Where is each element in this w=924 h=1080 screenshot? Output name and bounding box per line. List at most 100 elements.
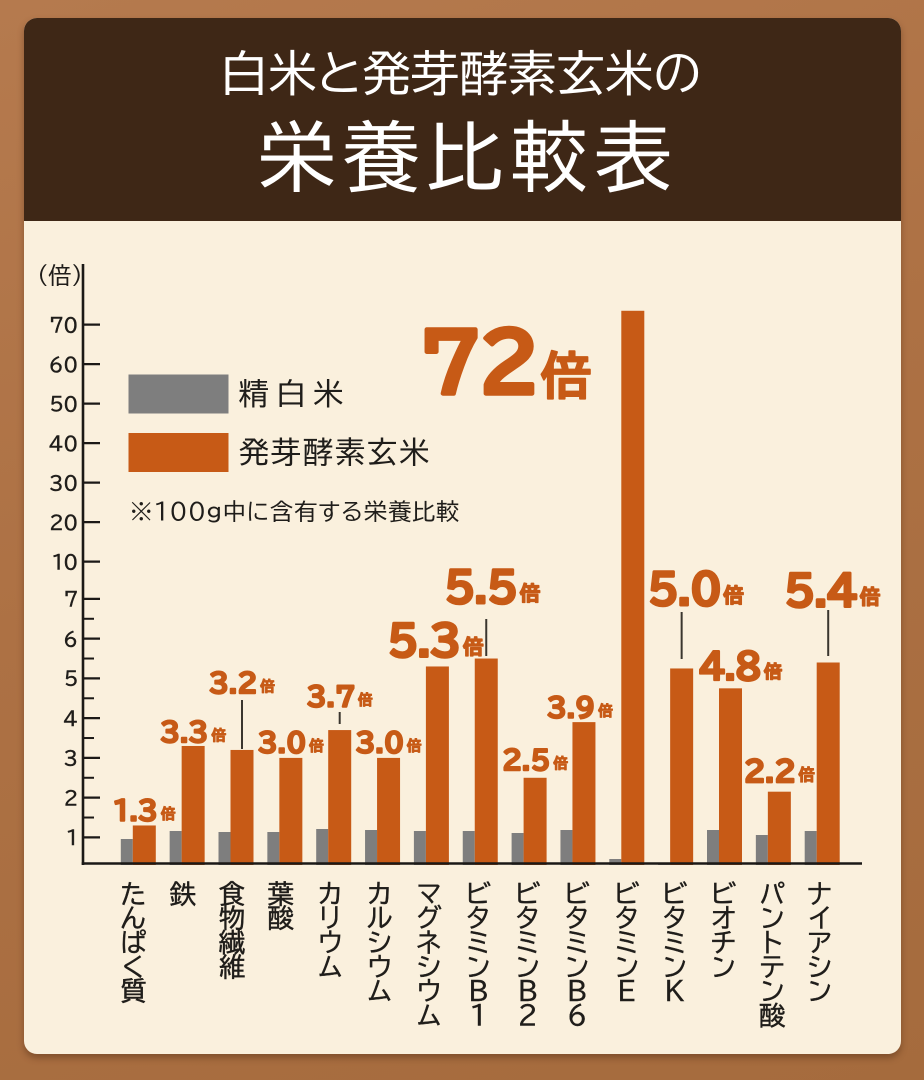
bar-white-rice xyxy=(609,859,622,865)
category-label-char: タ xyxy=(516,906,539,932)
legend-label-brown-rice: 発芽酵素玄米 xyxy=(239,436,431,467)
y-tick-label: 6 xyxy=(64,629,78,649)
category-label-char: ビ xyxy=(564,881,589,907)
category-label-char: 1 xyxy=(470,1003,486,1029)
legend-swatch-brown-rice xyxy=(128,433,229,472)
category-label-char: 鉄 xyxy=(170,880,196,907)
y-tick-label: 5 xyxy=(64,670,78,689)
bar-white-rice xyxy=(511,833,524,865)
category-label-char: ナ xyxy=(807,881,831,907)
bar-brown-rice xyxy=(230,749,254,865)
value-label: 5.5 倍 xyxy=(444,566,540,607)
y-tick-label: 30 xyxy=(49,474,78,493)
category-label-char: カ xyxy=(367,881,391,907)
panel-header xyxy=(24,18,901,221)
legend-label-white-rice: 精白米 xyxy=(239,379,350,409)
category-label: 鉄 xyxy=(169,880,196,907)
legend: 精白米 発芽酵素玄米 ※100g中に含有する栄養比較 xyxy=(128,374,460,523)
category-label-char: た xyxy=(121,881,146,907)
category-label-char: ミ xyxy=(467,930,490,956)
page-title-line1: 白米と発芽酵素玄米の xyxy=(220,49,702,97)
bar-brown-rice xyxy=(181,745,205,865)
category-label-char: ビ xyxy=(466,881,491,907)
category-label-char: グ xyxy=(416,905,442,932)
bar-brown-rice xyxy=(523,777,547,865)
category-label-char: ウ xyxy=(417,979,441,1005)
y-tick-label: 20 xyxy=(49,513,78,532)
category-label-char: ン xyxy=(712,954,736,980)
value-label: 1.3 倍 xyxy=(113,798,176,824)
legend-swatch-white-rice xyxy=(128,374,229,414)
category-label-char: ビ xyxy=(662,881,687,907)
bar-brown-rice xyxy=(816,662,840,865)
y-axis: 1 2 3 4 5 6 7 10 20 30 40 50 60 70 xyxy=(49,264,100,865)
bar-white-rice xyxy=(413,831,426,865)
category-label-char: ン xyxy=(466,954,490,980)
category-label-char: ミ xyxy=(663,930,686,956)
category-label-char: 6 xyxy=(567,1003,587,1029)
category-label-char: ミ xyxy=(615,930,638,956)
bar-brown-rice xyxy=(719,688,742,865)
y-tick-label: 3 xyxy=(64,749,78,768)
category-label-char: タ xyxy=(615,906,638,932)
y-tick-label: 60 xyxy=(49,354,78,374)
category-label-char: ウ xyxy=(368,954,392,980)
category-label-char: ン xyxy=(761,979,785,1005)
y-tick-label: 10 xyxy=(52,553,78,572)
y-tick-label: 7 xyxy=(64,590,78,609)
value-label: 3.7 倍 xyxy=(307,684,373,710)
category-label-char: ア xyxy=(808,930,831,956)
y-tick-label: 1 xyxy=(66,829,78,848)
value-label: 3.3 倍 xyxy=(160,720,226,746)
y-tick-label: 70 xyxy=(49,316,78,335)
y-tick-label: 40 xyxy=(49,434,78,453)
category-label-char: 質 xyxy=(120,978,146,1005)
category-label-char: 酸 xyxy=(268,905,295,932)
category-label-char: イ xyxy=(809,906,830,932)
category-label-char: 食 xyxy=(219,880,245,907)
category-label: 葉酸 xyxy=(268,880,295,932)
bar-white-rice xyxy=(707,830,719,865)
category-label-char: タ xyxy=(467,906,490,932)
category-label-char: 繊 xyxy=(219,929,245,956)
category-label-char: タ xyxy=(566,906,589,932)
category-label-char: ン xyxy=(516,954,540,980)
category-label-char: リ xyxy=(319,906,341,932)
bar-brown-rice xyxy=(767,791,791,865)
y-tick-label: 4 xyxy=(64,709,78,728)
value-label: 72倍 xyxy=(420,323,591,402)
category-label-char: シ xyxy=(808,954,831,980)
legend-note: ※100g中に含有する栄養比較 xyxy=(130,500,460,523)
category-label-char: ミ xyxy=(516,930,539,956)
category-label-char: シ xyxy=(368,930,391,956)
category-label-char: 維 xyxy=(219,953,245,980)
bar-white-rice xyxy=(755,835,768,865)
bar-brown-rice xyxy=(670,668,694,865)
category-label-char: ト xyxy=(762,930,782,956)
category-label-char: ン xyxy=(565,954,589,980)
category-label-char: シ xyxy=(417,954,440,980)
category-label-char: E xyxy=(618,979,636,1005)
category-label-char: チ xyxy=(711,930,735,956)
value-label: 5.0 倍 xyxy=(648,568,744,609)
bar-white-rice xyxy=(804,831,817,865)
bar-brown-rice xyxy=(279,757,303,865)
category-label-char: テ xyxy=(760,954,784,980)
category-label-char: ビ xyxy=(515,881,540,907)
category-label-char: ビ xyxy=(614,881,639,907)
category-label-char: ぱ xyxy=(120,929,146,956)
category-label-char: ム xyxy=(318,954,341,980)
